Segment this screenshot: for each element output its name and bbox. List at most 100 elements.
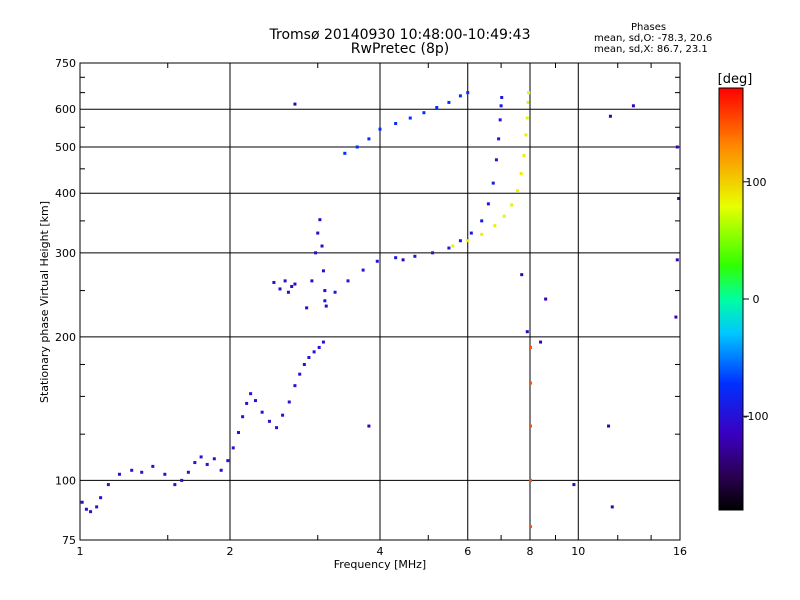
data-point [497,137,501,141]
data-point [572,483,576,487]
data-point [84,507,88,511]
data-point [539,340,543,344]
data-point [173,483,177,487]
chart-subtitle: RwPretec (8p) [350,41,450,57]
data-point [466,91,470,95]
data-point [343,151,347,155]
data-point [323,299,327,303]
data-point [469,231,473,235]
data-point [493,224,497,228]
data-point [249,392,253,396]
data-point [394,122,398,126]
data-point [318,218,322,222]
data-point [333,290,337,294]
data-point [226,459,230,463]
data-point [193,461,197,465]
data-point [186,470,190,474]
data-point [361,268,365,272]
data-point [500,95,504,99]
data-point [151,464,155,468]
data-point [529,424,533,428]
x-tick-label: 1 [77,545,84,558]
plot-frame [79,62,681,541]
data-point [466,239,470,243]
grid-lines [80,63,680,540]
stats-x-mode: mean, sd,X: 86.7, 23.1 [594,44,708,55]
data-point [408,116,412,120]
data-point [287,400,291,404]
y-tick-label: 300 [55,247,76,260]
data-point [205,462,209,466]
data-point [260,410,264,414]
data-point [458,94,462,98]
data-point [317,345,321,349]
data-point [312,350,316,354]
colorbar-ticks: 100 0 -100 [743,176,768,423]
y-tick-label: 400 [55,187,76,200]
data-point [236,431,240,435]
data-point [290,284,294,288]
data-point [677,196,680,200]
x-tick-label: 10 [571,545,585,558]
data-point [241,415,245,419]
data-point [529,478,533,482]
data-point [219,468,223,472]
data-point [316,231,320,235]
data-point [480,232,484,236]
colorbar-tick-label: -100 [744,410,769,423]
data-point [367,424,371,428]
data-point [413,254,417,258]
data-point [310,279,314,283]
data-point [293,384,297,388]
y-tick-label: 750 [55,57,76,70]
data-point [324,304,328,308]
data-point [498,118,502,122]
data-point [515,189,519,193]
data-point [320,244,324,248]
data-point [524,133,528,137]
colorbar [718,87,744,511]
stats-header: Phases [631,22,667,33]
data-point [480,219,484,223]
data-point [529,345,533,349]
data-point [99,496,103,500]
data-point [272,280,276,284]
data-point [378,127,382,131]
data-point [529,381,533,385]
data-point [451,244,455,248]
data-point [674,315,678,319]
data-point [499,104,503,108]
y-tick-label: 600 [55,103,76,116]
data-point [140,470,144,474]
data-point [130,468,134,472]
data-point [321,340,325,344]
x-axis-label: Frequency [MHz] [334,558,426,571]
y-tick-label: 100 [55,474,76,487]
x-tick-label: 4 [377,545,384,558]
y-tick-label: 500 [55,141,76,154]
chart-title: Tromsø 20140930 10:48:00-10:49:43 [269,27,531,43]
data-point [675,258,679,262]
data-point [401,258,405,262]
data-point [526,100,530,104]
data-point [305,306,309,310]
data-point [302,362,306,366]
data-point [321,269,325,273]
y-axis-ticks: 75 100 200 300 400 500 600 750 [55,57,680,547]
data-point [281,413,285,417]
data-point [163,472,167,476]
data-point [394,256,398,260]
data-point [323,289,327,293]
data-point [522,153,526,157]
data-point [458,239,462,243]
data-point [253,399,257,403]
data-point [180,478,184,482]
data-point [525,330,529,334]
data-point [431,251,435,255]
x-tick-label: 2 [227,545,234,558]
data-point [375,259,379,263]
data-point [283,279,287,283]
data-point [245,401,249,405]
data-point [527,91,531,95]
